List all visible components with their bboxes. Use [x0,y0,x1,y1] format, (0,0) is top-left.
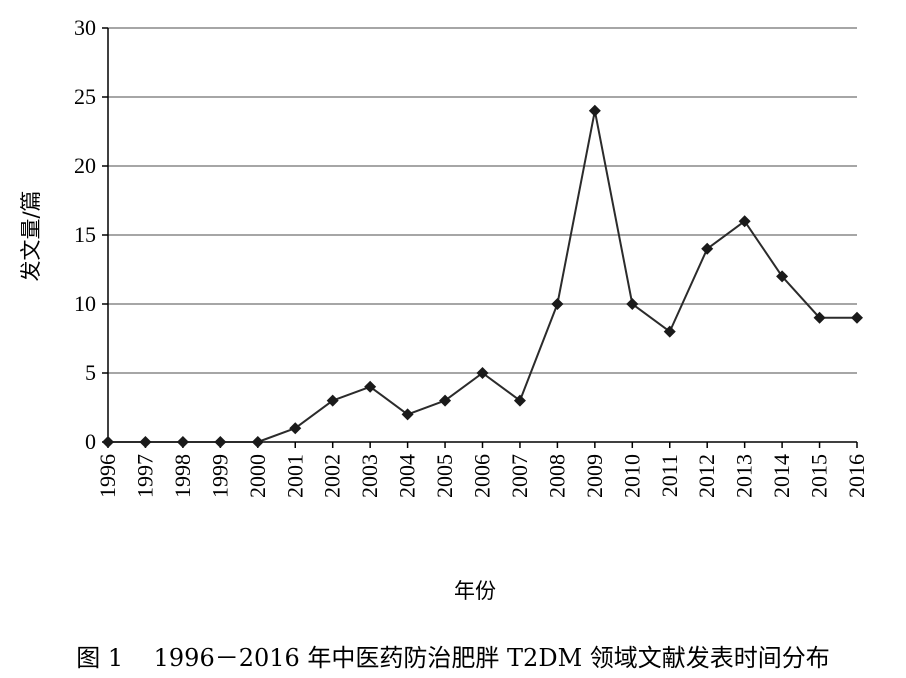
data-point-marker [626,298,639,310]
data-point-marker [102,436,114,448]
x-tick-label: 2008 [544,454,569,498]
x-tick-label: 1996 [95,454,120,498]
y-tick-label: 10 [74,291,96,316]
y-tick-label: 5 [85,360,96,385]
gridlines [108,27,857,374]
data-point-marker [289,422,302,435]
x-tick-label: 2001 [282,454,307,498]
data-point-marker [176,436,189,448]
data-point-marker [851,311,863,324]
y-axis-title: 发文量/篇 [19,190,43,281]
data-point-marker [813,311,826,324]
data-point-marker [663,325,676,338]
data-point-marker [364,380,377,393]
x-tick-label: 2014 [769,454,794,498]
data-point-marker [139,436,152,448]
x-tick-label: 2005 [432,454,457,498]
data-point-marker [326,394,339,407]
x-tick-label: 2003 [357,454,382,498]
series-group [102,104,863,448]
data-point-marker [401,408,414,421]
axes [102,27,858,448]
data-point-marker [513,394,526,407]
x-tick-label: 2011 [657,454,682,497]
y-tick-label: 0 [85,429,96,454]
x-tick-label: 1997 [132,454,157,498]
data-point-marker [588,104,601,117]
data-point-marker [738,215,751,228]
y-tick-label: 20 [74,153,96,178]
x-tick-label: 2010 [619,454,644,498]
x-tick-label: 2009 [582,454,607,498]
x-axis-title: 年份 [454,579,496,603]
figure-caption: 图 1 1996－2016 年中医药防治肥胖 T2DM 领域文献发表时间分布 [76,644,830,672]
x-tick-label: 1998 [170,454,195,498]
x-tick-label: 2006 [470,454,495,498]
x-tick-label: 2015 [807,454,832,498]
y-tick-label: 25 [74,84,96,109]
x-tick-label: 2007 [507,454,532,498]
x-tick-label: 2016 [844,454,869,498]
data-point-marker [439,394,452,407]
x-tick-label: 1999 [207,454,232,498]
data-point-marker [214,436,227,448]
data-point-marker [776,270,789,283]
y-tick-label: 15 [74,222,96,247]
series-line [108,109,857,443]
x-tick-label: 2002 [320,454,345,498]
x-tick-label: 2000 [245,454,270,498]
data-point-marker [251,436,264,448]
y-tick-labels: 0 5 10 15 20 25 30 [74,15,96,454]
x-tick-label: 2004 [395,454,420,498]
x-tick-labels: 1996 1997 1998 1999 2000 2001 2002 2003 2004 2005… [95,454,869,498]
data-point-marker [551,298,564,310]
data-point-marker [701,242,714,255]
x-tick-label: 2012 [694,454,719,498]
x-tick-label: 2013 [732,454,757,498]
y-tick-label: 30 [74,15,96,40]
data-point-marker [476,367,489,379]
